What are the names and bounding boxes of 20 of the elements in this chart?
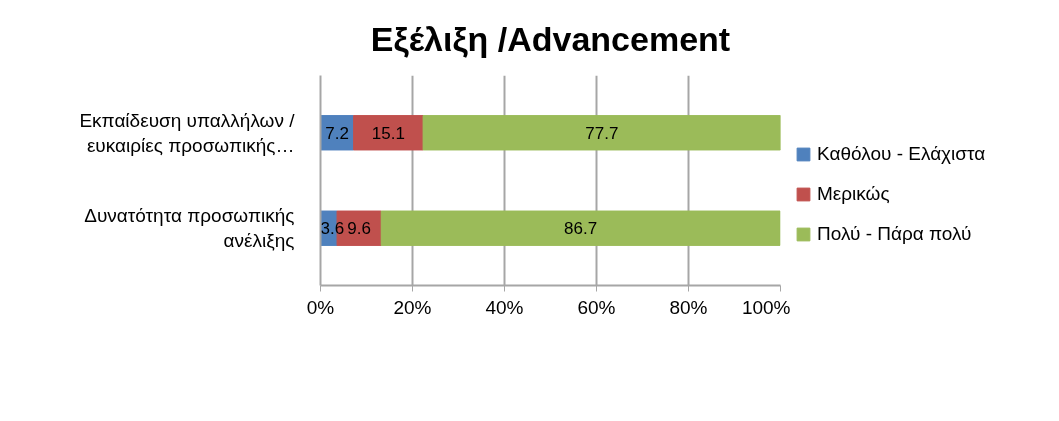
bar	[422, 115, 781, 151]
legend-label: Καθόλου - Ελάχιστα	[817, 143, 986, 165]
chart-title: Εξέλιξη /Advancement	[370, 20, 731, 58]
y-tick-label: Δυνατότητα προσωπικής ανέλιξης	[84, 205, 295, 252]
x-tick-label: 40%	[485, 296, 524, 318]
x-tick-label: 100%	[741, 296, 791, 318]
x-tick-label: 60%	[577, 296, 616, 318]
legend-label: Πολύ - Πάρα πολύ	[817, 223, 972, 245]
data-label: 86.7	[564, 219, 598, 239]
data-label: 7.2	[325, 123, 349, 143]
x-tick-label: 80%	[669, 296, 708, 318]
legend-label: Μερικώς	[817, 183, 890, 205]
bar	[380, 210, 781, 246]
data-label: 15.1	[371, 123, 405, 143]
x-tick-label: 0%	[306, 296, 335, 318]
data-label: 77.7	[585, 123, 619, 143]
bar	[353, 115, 424, 151]
x-tick-label: 20%	[393, 296, 432, 318]
data-label: 9.6	[347, 219, 371, 239]
y-tick-label: Εκπαίδευση υπαλλήλων / ευκαιρίες προσωπικής…	[79, 109, 296, 156]
